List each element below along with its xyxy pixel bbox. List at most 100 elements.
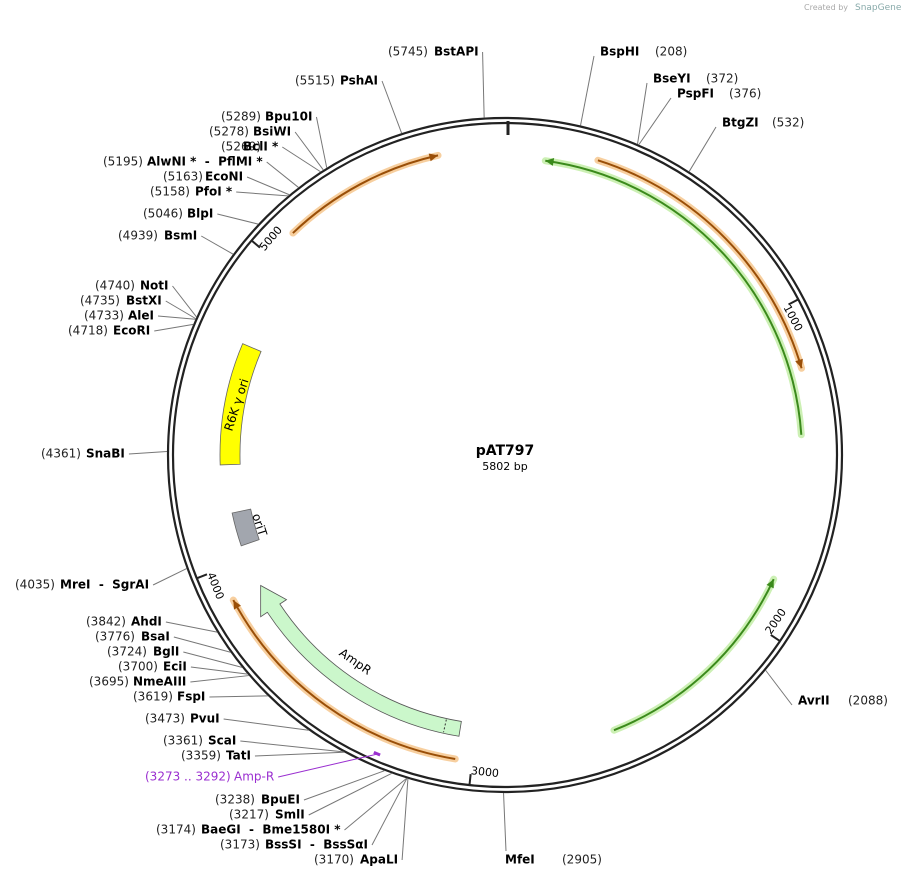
site-position: (3173) xyxy=(220,838,260,852)
leader-line xyxy=(294,131,324,171)
leader-line xyxy=(246,176,290,196)
credit-brand: SnapGene xyxy=(855,3,901,13)
backbone-inner xyxy=(171,121,839,789)
site-name: BspHI xyxy=(600,45,639,59)
site-position: (3619) xyxy=(133,690,173,704)
leader-line xyxy=(240,740,344,753)
leader-line xyxy=(217,213,259,225)
site-position: (3361) xyxy=(163,734,203,748)
leader-line xyxy=(165,300,196,320)
scale-tick xyxy=(250,239,261,249)
scale-tick xyxy=(468,774,472,786)
site-position: (5289) xyxy=(221,110,261,124)
site-position: (5195) xyxy=(103,155,143,169)
site-name: AvrII xyxy=(798,694,830,708)
feature-glow xyxy=(594,156,806,372)
feature-label: oriT xyxy=(249,512,270,539)
site-position: (4735) xyxy=(80,294,120,308)
site-name: PvuI xyxy=(190,712,220,726)
site-name: EcoRI xyxy=(113,324,150,338)
leader-line xyxy=(152,568,187,586)
leader-line xyxy=(190,675,249,683)
leader-line xyxy=(308,772,392,816)
site-position: (5278) xyxy=(209,125,249,139)
leader-line xyxy=(688,126,717,172)
credit-prefix: Created by xyxy=(804,3,848,12)
leader-line xyxy=(401,778,409,861)
site-position: (3842) xyxy=(86,615,126,629)
feature-arrowhead xyxy=(795,358,803,369)
scale-tick xyxy=(788,298,799,306)
leader-line xyxy=(580,55,595,126)
feature-glow xyxy=(541,157,805,439)
site-name: BtgZI xyxy=(722,116,759,130)
site-position: (3359) xyxy=(181,749,221,763)
leader-line xyxy=(223,718,309,731)
scale-tick xyxy=(196,573,208,580)
site-position: (3724) xyxy=(107,645,147,659)
site-position: (3776) xyxy=(95,630,135,644)
site-name: MreI - SgrAI xyxy=(60,578,149,592)
leader-line xyxy=(282,146,321,173)
feature-glow xyxy=(610,575,778,734)
leader-line xyxy=(637,82,648,145)
plasmid-size: 5802 bp xyxy=(482,460,527,473)
scale-tick xyxy=(770,634,781,642)
leader-line xyxy=(173,636,231,653)
feature-arc xyxy=(597,159,803,369)
site-position: (5163) xyxy=(163,170,203,184)
leader-line xyxy=(765,669,793,706)
leader-line xyxy=(165,621,218,633)
site-position: (4035) xyxy=(15,578,55,592)
leader-line xyxy=(381,80,403,134)
site-position: (5269) xyxy=(221,140,261,154)
site-position: (3695) xyxy=(89,675,129,689)
leader-line xyxy=(157,315,196,320)
leader-line xyxy=(303,770,385,801)
feature-arc xyxy=(545,159,803,435)
site-name: PfoI * xyxy=(195,185,233,199)
r6k-ori xyxy=(219,343,262,466)
feature-arrowhead xyxy=(766,579,774,589)
scale-label: 4000 xyxy=(204,571,226,602)
site-name: NotI xyxy=(140,279,169,293)
site-position: (208) xyxy=(655,45,687,59)
site-name: PshAI xyxy=(340,74,378,88)
site-name: BpuEI xyxy=(261,793,300,807)
site-name: BstXI xyxy=(126,294,162,308)
primer-name: Amp-R xyxy=(234,770,274,784)
site-name: FspI xyxy=(177,690,205,704)
site-position: (376) xyxy=(729,87,761,101)
leader-line xyxy=(503,792,507,852)
site-position: (3170) xyxy=(314,853,354,867)
leader-line xyxy=(278,753,378,778)
leader-line xyxy=(183,651,243,668)
site-position: (3238) xyxy=(215,793,255,807)
site-name: EciI xyxy=(163,660,187,674)
feature-arrowhead xyxy=(428,153,439,162)
site-position: (2088) xyxy=(848,694,888,708)
site-name: AhdI xyxy=(131,615,162,629)
feature-arc xyxy=(232,599,456,760)
site-position: (3217) xyxy=(229,808,269,822)
leader-line xyxy=(209,695,268,698)
leader-line xyxy=(254,751,345,757)
site-name: AlwNI * - PflMI * xyxy=(147,155,263,169)
site-position: (5046) xyxy=(143,207,183,221)
site-name: TatI xyxy=(226,749,251,763)
orit xyxy=(231,508,260,547)
site-name: SmlI xyxy=(275,808,305,822)
leader-line xyxy=(190,666,248,675)
site-position: (4361) xyxy=(41,447,81,461)
site-name: BseYI xyxy=(653,72,691,86)
site-position: (4939) xyxy=(118,229,158,243)
site-position: (3700) xyxy=(118,660,158,674)
site-position: (4733) xyxy=(84,309,124,323)
feature-arc xyxy=(613,578,775,732)
leader-line xyxy=(638,97,672,145)
site-position: (3473) xyxy=(145,712,185,726)
site-name: SnaBI xyxy=(86,447,125,461)
site-position: (5158) xyxy=(150,185,190,199)
feature-glow xyxy=(289,151,442,237)
site-position: (5515) xyxy=(295,74,335,88)
